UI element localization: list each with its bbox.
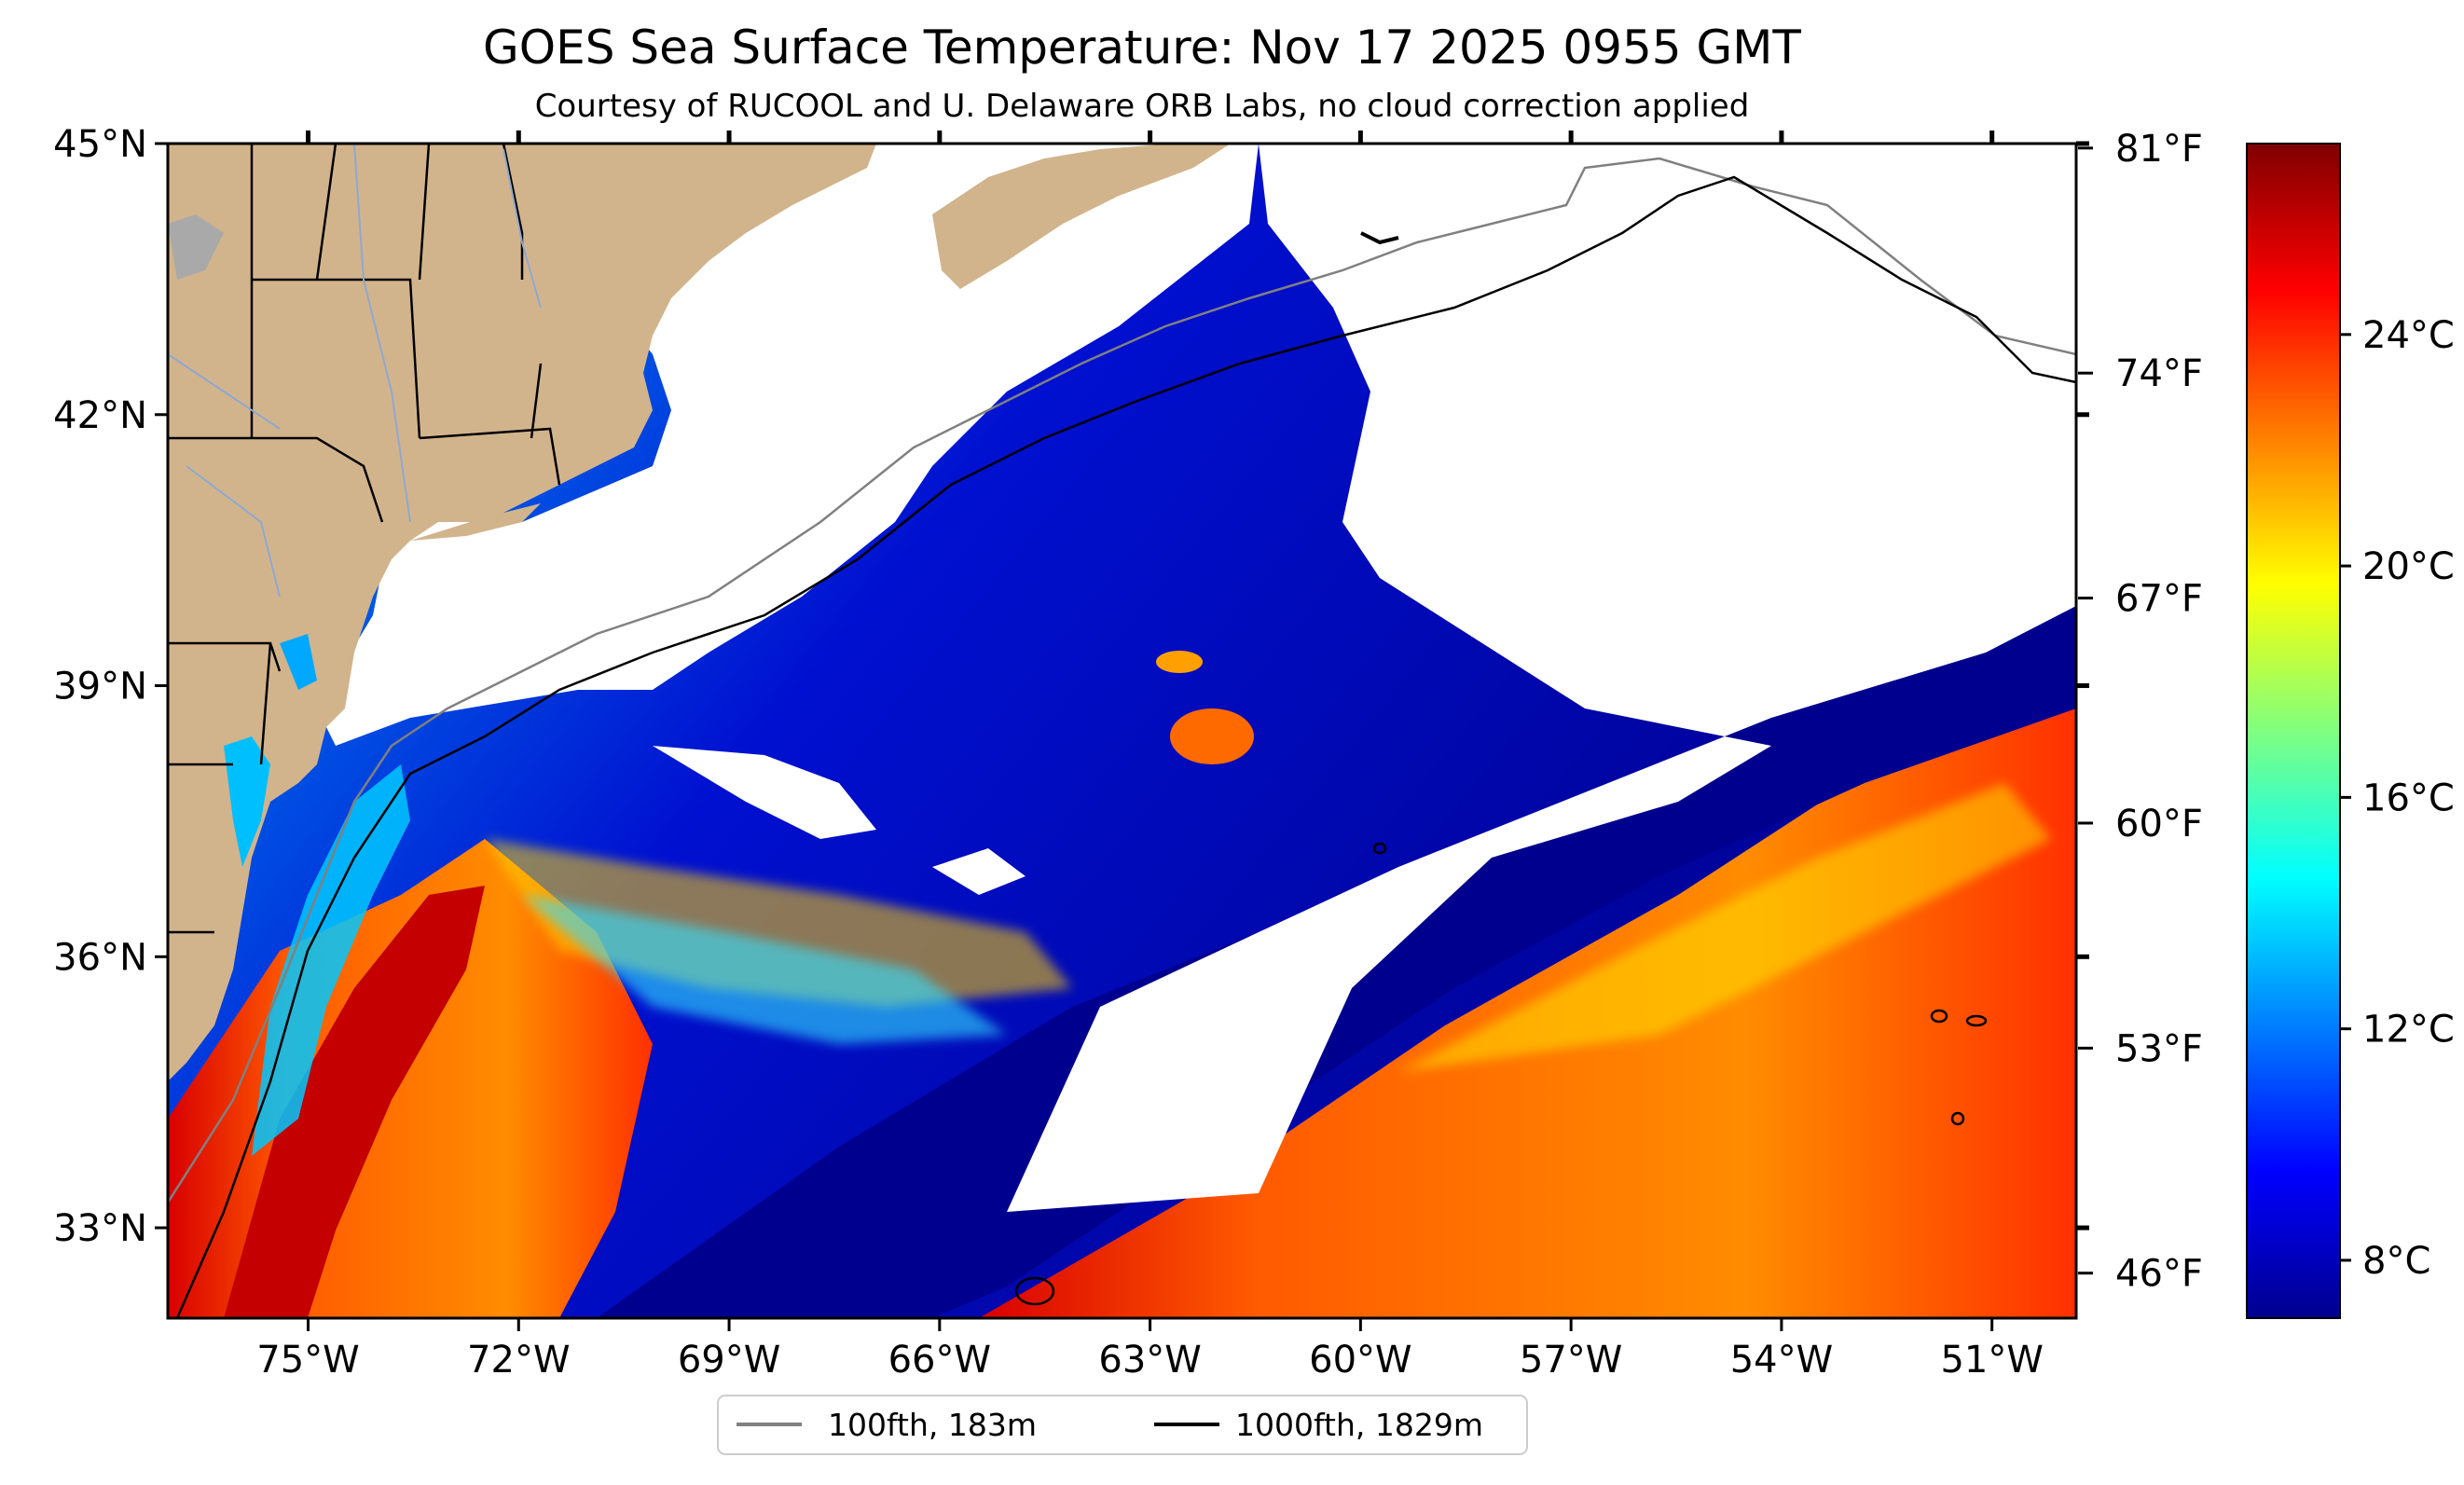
latitude-ticks: 45°N 42°N 39°N 36°N 33°N xyxy=(53,123,2089,1250)
celsius-tick-label: 24°C xyxy=(2362,314,2455,357)
map-title: GOES Sea Surface Temperature: Nov 17 202… xyxy=(483,21,1801,75)
lat-tick-label: 42°N xyxy=(53,394,147,437)
bathymetry-1000fth xyxy=(175,175,2076,1318)
lat-tick-label: 36°N xyxy=(53,936,147,979)
fahrenheit-tick-label: 60°F xyxy=(2115,803,2203,846)
legend-label-100fth: 100fth, 183m xyxy=(828,1407,1037,1443)
lon-tick-label: 54°W xyxy=(1730,1339,1833,1382)
bathymetry-100fth xyxy=(168,157,2076,1203)
lon-tick-label: 75°W xyxy=(256,1339,359,1382)
legend-label-1000fth: 1000fth, 1829m xyxy=(1235,1407,1483,1443)
shelf-water xyxy=(252,764,410,1156)
lon-tick-label: 72°W xyxy=(467,1339,570,1382)
lon-tick-label: 60°W xyxy=(1309,1339,1411,1382)
cloud-mask-patch xyxy=(932,848,1026,895)
land-nova-scotia xyxy=(932,144,1231,289)
cloud-mask-north xyxy=(653,144,2076,1212)
fahrenheit-tick-label: 53°F xyxy=(2115,1027,2203,1070)
delaware-bay xyxy=(280,634,317,690)
celsius-tick-label: 12°C xyxy=(2362,1009,2455,1052)
gulf-stream-core xyxy=(224,886,485,1318)
legend-frame xyxy=(717,1395,1528,1455)
contour-legend: 100fth, 183m 1000fth, 1829m xyxy=(717,1395,1528,1455)
lon-tick-label: 63°W xyxy=(1098,1339,1201,1382)
chesapeake-bay xyxy=(224,736,270,867)
lon-tick-label: 57°W xyxy=(1520,1339,1622,1382)
lake-champlain xyxy=(168,214,224,280)
map-subtitle: Courtesy of RUCOOL and U. Delaware ORB L… xyxy=(535,88,1750,125)
lon-tick-label: 69°W xyxy=(678,1339,780,1382)
celsius-tick-label: 16°C xyxy=(2362,777,2455,819)
colorbar-fahrenheit-ticks: 46°F 53°F 60°F 67°F 74°F 81°F xyxy=(2078,128,2203,1296)
lat-tick-label: 33°N xyxy=(53,1207,147,1250)
land-long-island xyxy=(410,503,541,541)
mixed-streaks-3 xyxy=(1398,783,2051,1072)
mixed-streaks-2 xyxy=(522,895,1007,1044)
state-borders xyxy=(168,144,561,934)
colorbar-celsius-ticks: 8°C 12°C 16°C 20°C 24°C xyxy=(2340,314,2455,1283)
rivers xyxy=(168,144,542,598)
lat-tick-label: 39°N xyxy=(53,666,147,708)
warm-eddy xyxy=(1170,708,1254,764)
cloud-mask-offshore xyxy=(653,746,876,839)
lon-tick-label: 66°W xyxy=(888,1339,991,1382)
celsius-tick-label: 20°C xyxy=(2362,545,2455,588)
land-mass xyxy=(168,144,876,1081)
warm-eddy-2 xyxy=(1156,651,1203,673)
map-panel xyxy=(168,144,2076,1318)
fahrenheit-tick-label: 81°F xyxy=(2115,128,2203,171)
colorbar xyxy=(2246,143,2341,1319)
fahrenheit-tick-label: 67°F xyxy=(2115,578,2203,621)
map-frame xyxy=(166,142,2078,1320)
fahrenheit-tick-label: 46°F xyxy=(2115,1253,2203,1296)
lon-tick-label: 51°W xyxy=(1940,1339,2043,1382)
lat-tick-label: 45°N xyxy=(53,123,147,166)
celsius-tick-label: 8°C xyxy=(2362,1240,2430,1283)
longitude-ticks: 75°W 72°W 69°W 66°W 63°W 60°W 57°W 54°W 51°W xyxy=(256,131,2044,1382)
cloud-mask-shelf xyxy=(317,144,1259,746)
fahrenheit-tick-label: 74°F xyxy=(2115,352,2203,395)
